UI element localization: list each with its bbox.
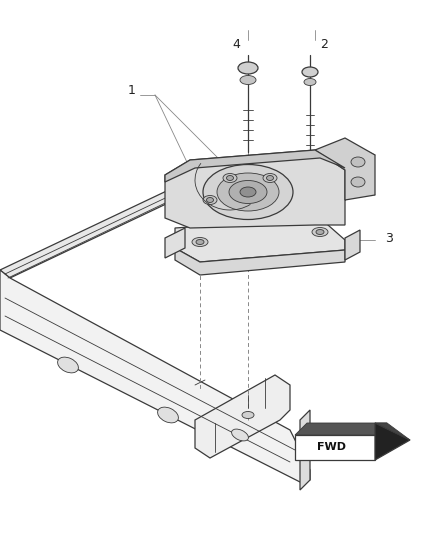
Ellipse shape bbox=[312, 228, 328, 237]
Text: 2: 2 bbox=[320, 38, 328, 52]
Ellipse shape bbox=[203, 165, 293, 220]
Polygon shape bbox=[295, 435, 375, 460]
Text: FWD: FWD bbox=[318, 442, 346, 452]
Polygon shape bbox=[375, 423, 410, 460]
Polygon shape bbox=[375, 423, 410, 440]
Polygon shape bbox=[165, 228, 185, 258]
Ellipse shape bbox=[229, 181, 267, 204]
Ellipse shape bbox=[223, 174, 237, 182]
Polygon shape bbox=[300, 410, 310, 490]
Polygon shape bbox=[175, 218, 345, 262]
Ellipse shape bbox=[196, 239, 204, 245]
Text: 3: 3 bbox=[385, 231, 393, 245]
Ellipse shape bbox=[351, 177, 365, 187]
Ellipse shape bbox=[58, 357, 78, 373]
Ellipse shape bbox=[217, 173, 279, 211]
Polygon shape bbox=[295, 423, 387, 435]
Polygon shape bbox=[165, 150, 345, 228]
Ellipse shape bbox=[351, 157, 365, 167]
Ellipse shape bbox=[226, 175, 233, 181]
Polygon shape bbox=[315, 138, 375, 200]
Ellipse shape bbox=[263, 174, 277, 182]
Ellipse shape bbox=[158, 407, 178, 423]
Ellipse shape bbox=[240, 187, 256, 197]
Ellipse shape bbox=[192, 238, 208, 246]
Ellipse shape bbox=[242, 411, 254, 418]
Ellipse shape bbox=[203, 196, 217, 205]
Polygon shape bbox=[175, 248, 345, 275]
Ellipse shape bbox=[238, 62, 258, 74]
Text: 4: 4 bbox=[232, 38, 240, 52]
Ellipse shape bbox=[240, 76, 256, 85]
Ellipse shape bbox=[266, 175, 273, 181]
Ellipse shape bbox=[316, 230, 324, 235]
Ellipse shape bbox=[232, 429, 248, 441]
Polygon shape bbox=[195, 375, 290, 458]
Polygon shape bbox=[0, 187, 185, 278]
Polygon shape bbox=[0, 270, 310, 482]
Ellipse shape bbox=[304, 78, 316, 85]
Ellipse shape bbox=[206, 198, 213, 203]
Polygon shape bbox=[165, 150, 345, 182]
Polygon shape bbox=[345, 230, 360, 260]
Ellipse shape bbox=[302, 67, 318, 77]
Text: 1: 1 bbox=[128, 84, 136, 96]
